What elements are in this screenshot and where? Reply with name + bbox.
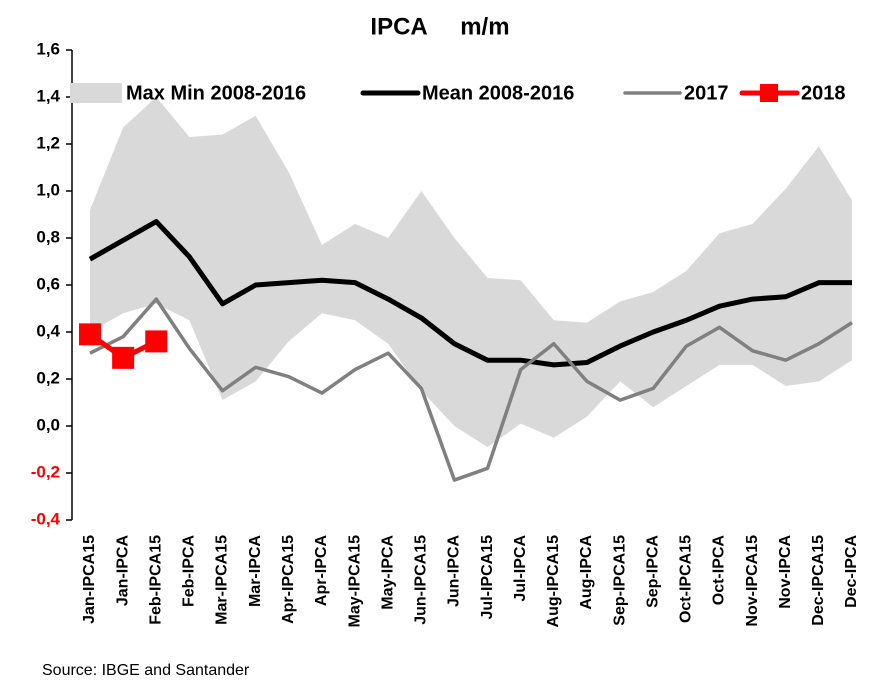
x-tick-label: Aug-IPCA15 xyxy=(545,535,562,628)
data-marker xyxy=(112,346,135,369)
y-tick-label: 1,6 xyxy=(36,39,60,58)
x-tick-label: May-IPCA15 xyxy=(346,535,363,628)
y-tick-label: 1,2 xyxy=(36,133,60,152)
legend-label: Mean 2008-2016 xyxy=(422,82,574,104)
x-tick-label: Oct-IPCA xyxy=(711,535,728,606)
x-tick-label: Aug-IPCA xyxy=(578,535,595,610)
legend-marker xyxy=(760,84,778,102)
x-tick-label: Oct-IPCA15 xyxy=(678,535,695,623)
x-tick-label: Jan-IPCA15 xyxy=(81,535,98,624)
source-note: Source: IBGE and Santander xyxy=(42,662,250,679)
x-tick-label: Jan-IPCA xyxy=(114,535,131,607)
range-band xyxy=(90,97,852,448)
series-line xyxy=(88,219,852,368)
x-tick-label: Apr-IPCA xyxy=(313,535,330,607)
legend-item: Max Min 2008-2016 xyxy=(70,82,306,104)
x-tick-label: Sep-IPCA xyxy=(644,535,661,608)
x-tick-label: Jul-IPCA xyxy=(512,535,529,602)
y-tick-label: -0,2 xyxy=(31,462,60,481)
legend-label: 2018 xyxy=(801,82,846,104)
x-tick-label: Mar-IPCA xyxy=(247,535,264,607)
legend-item: 2017 xyxy=(623,82,729,104)
legend-swatch xyxy=(70,83,122,103)
x-tick-label: Nov-IPCA15 xyxy=(744,535,761,627)
data-marker xyxy=(79,323,101,346)
y-tick-label: -0,4 xyxy=(31,509,61,528)
y-tick-label: 0,2 xyxy=(36,368,60,387)
legend-label: Max Min 2008-2016 xyxy=(126,82,306,104)
x-tick-label: Feb-IPCA xyxy=(181,535,198,607)
x-tick-label: Jun-IPCA15 xyxy=(413,535,430,625)
plot-area xyxy=(90,97,852,448)
chart-title: IPCA m/m xyxy=(370,13,509,40)
x-tick-label: Apr-IPCA15 xyxy=(280,535,297,624)
x-tick-label: Feb-IPCA15 xyxy=(147,535,164,625)
y-tick-label: 0,0 xyxy=(36,415,60,434)
y-tick-label: 0,8 xyxy=(36,227,60,246)
x-tick-label: Jul-IPCA15 xyxy=(479,535,496,620)
data-marker xyxy=(145,330,168,353)
y-tick-label: 0,6 xyxy=(36,274,60,293)
y-tick-label: 1,0 xyxy=(36,180,60,199)
y-tick-label: 1,4 xyxy=(36,86,60,105)
x-tick-label: May-IPCA xyxy=(379,535,396,610)
legend-item: 2018 xyxy=(739,82,846,104)
x-tick-label: Dec-IPCA15 xyxy=(810,535,827,626)
x-tick-label: Mar-IPCA15 xyxy=(214,535,231,625)
x-tick-label: Nov-IPCA xyxy=(777,535,794,609)
x-tick-label: Sep-IPCA15 xyxy=(611,535,628,626)
y-tick-label: 0,4 xyxy=(36,321,60,340)
x-tick-label: Jun-IPCA xyxy=(446,535,463,607)
legend-label: 2017 xyxy=(684,82,729,104)
legend-item: Mean 2008-2016 xyxy=(360,82,574,104)
series-line xyxy=(89,297,853,482)
x-tick-label: Dec-IPCA xyxy=(843,535,860,608)
